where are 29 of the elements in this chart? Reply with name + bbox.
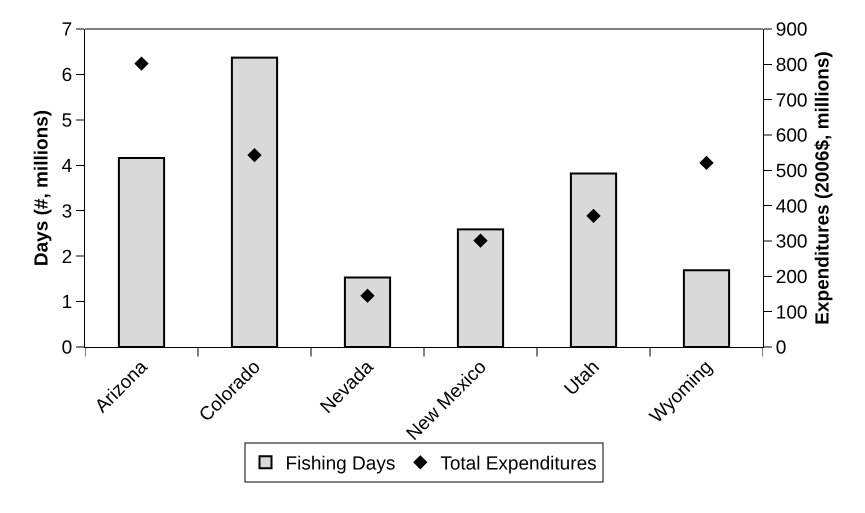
y2-tick-label: 100 xyxy=(776,302,808,324)
y-tick-label: 2 xyxy=(62,246,72,268)
y2-tick-label: 600 xyxy=(776,126,808,147)
point xyxy=(247,148,262,162)
y-tick-label: 4 xyxy=(62,156,73,177)
y2-tick-label: 400 xyxy=(776,196,808,218)
x-tick-label: Utah xyxy=(560,356,604,400)
y2-tick-label: 0 xyxy=(776,338,786,359)
y-tick-label: 0 xyxy=(62,338,72,359)
y-tick-label: 3 xyxy=(62,201,72,222)
y2-axis-title: Expenditures (2006$, millions) xyxy=(812,51,834,325)
y2-tick-label: 500 xyxy=(776,160,808,182)
y-tick-label: 6 xyxy=(62,65,72,86)
y-tick-label: 7 xyxy=(62,20,72,41)
point xyxy=(586,208,601,224)
point xyxy=(473,234,488,248)
y-axis-title: Days (#, millions) xyxy=(31,110,52,266)
legend-label: Total Expenditures xyxy=(440,454,597,475)
point xyxy=(134,56,149,71)
point xyxy=(360,288,375,303)
legend-label: Fishing Days xyxy=(286,454,396,475)
point xyxy=(699,156,714,170)
y2-tick-label: 900 xyxy=(776,20,808,41)
y2-tick-label: 700 xyxy=(776,90,808,112)
y-tick-label: 5 xyxy=(62,110,72,132)
y-tick-label: 1 xyxy=(62,292,72,314)
y2-tick-label: 200 xyxy=(776,266,808,288)
y2-tick-label: 300 xyxy=(776,232,808,253)
y2-tick-label: 800 xyxy=(776,54,808,76)
